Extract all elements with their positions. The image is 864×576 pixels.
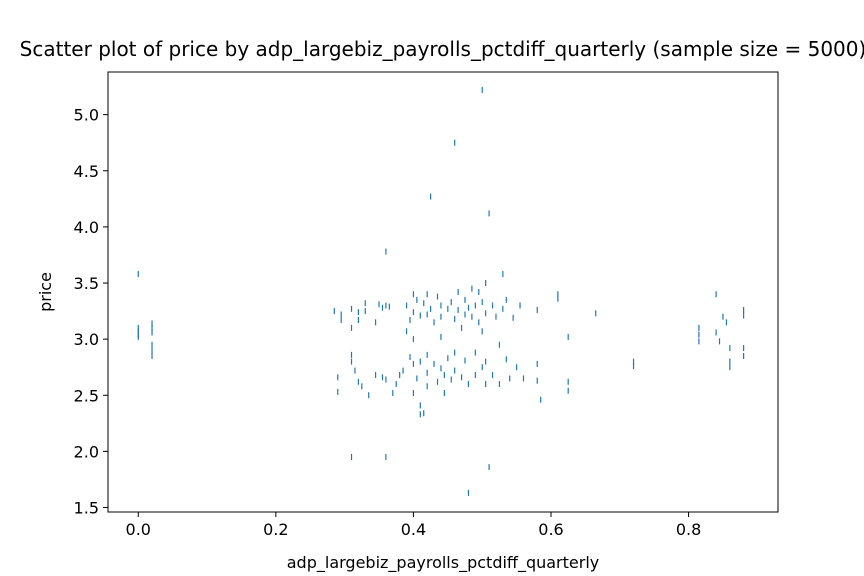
- plot-frame: [107, 71, 779, 513]
- x-tick-label: 0.2: [263, 520, 288, 539]
- chart-title: Scatter plot of price by adp_largebiz_pa…: [20, 37, 864, 61]
- y-tick-label: 4.0: [74, 218, 99, 237]
- x-tick-label: 0.4: [401, 520, 426, 539]
- y-axis-title: price: [36, 272, 55, 312]
- x-tick-label: 0.6: [538, 520, 563, 539]
- y-tick-label: 2.5: [74, 386, 99, 405]
- y-tick-label: 3.5: [74, 274, 99, 293]
- y-tick-label: 1.5: [74, 499, 99, 518]
- points-layer: [137, 86, 745, 496]
- y-tick-label: 5.0: [74, 106, 99, 125]
- x-tick-label: 0.0: [126, 520, 151, 539]
- y-tick-label: 2.0: [74, 442, 99, 461]
- y-tick-label: 4.5: [74, 162, 99, 181]
- x-tick-label: 0.8: [676, 520, 701, 539]
- x-axis-title: adp_largebiz_payrolls_pctdiff_quarterly: [287, 553, 599, 573]
- axes-layer: 0.0 0.2 0.4 0.6 0.8 1.5 2.0 2.5 3.0 3.5 4.0 4.5 5.0: [74, 71, 779, 539]
- y-tick-label: 3.0: [74, 330, 99, 349]
